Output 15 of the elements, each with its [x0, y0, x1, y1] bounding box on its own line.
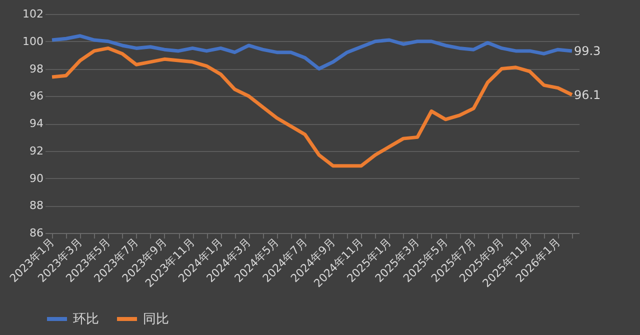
y-tick-label: 100	[22, 34, 44, 48]
data-label: 99.3	[574, 44, 601, 58]
y-tick-label: 88	[30, 199, 44, 212]
y-tick-label: 94	[30, 117, 44, 130]
line-series	[50, 34, 574, 70]
data-label: 96.1	[574, 88, 601, 102]
y-tick-label: 90	[30, 172, 44, 185]
y-tick-label: 102	[22, 8, 44, 20]
legend-label: 环比	[73, 312, 99, 327]
y-tick-label: 92	[30, 144, 44, 158]
line-series	[50, 46, 574, 168]
y-tick-label: 86	[30, 226, 44, 240]
y-tick-label: 98	[30, 62, 44, 76]
y-tick-label: 96	[30, 90, 44, 103]
legend-label: 同比	[143, 312, 169, 327]
